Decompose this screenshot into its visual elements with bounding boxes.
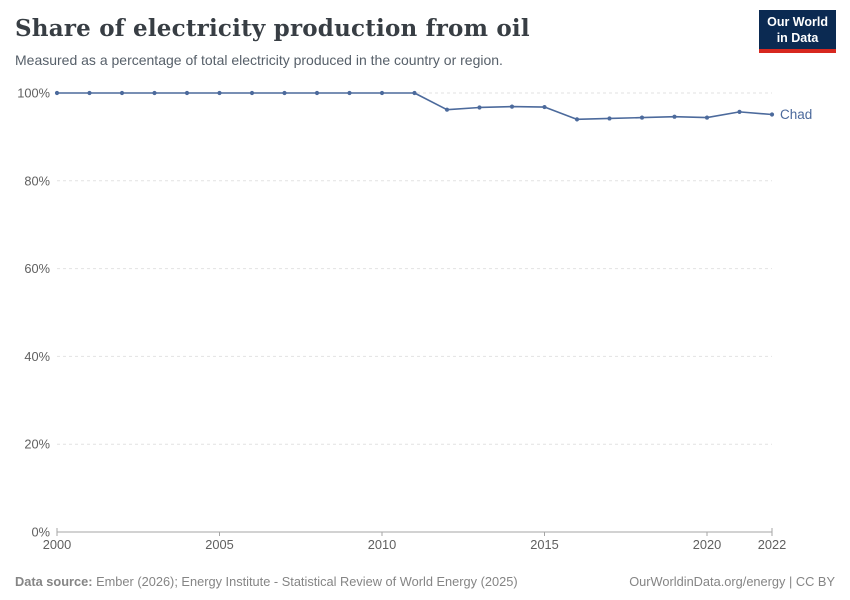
chart-subtitle: Measured as a percentage of total electr… (15, 52, 503, 68)
data-point[interactable] (574, 117, 580, 122)
x-tick-label: 2015 (530, 537, 558, 552)
data-point[interactable] (412, 90, 417, 96)
data-point[interactable] (542, 104, 547, 110)
owid-logo-line1: Our World (767, 15, 828, 29)
x-tick-label: 2005 (205, 537, 233, 552)
data-point[interactable] (217, 90, 222, 96)
chart-footer: Data source: Ember (2026); Energy Instit… (15, 574, 835, 589)
data-point[interactable] (314, 90, 320, 96)
y-tick-label: 40% (24, 349, 50, 364)
data-point[interactable] (184, 90, 190, 96)
data-point[interactable] (639, 115, 645, 120)
data-point[interactable] (379, 90, 385, 96)
x-tick-label: 2000 (43, 537, 71, 552)
data-point[interactable] (737, 109, 742, 114)
page-title: Share of electricity production from oil (15, 15, 530, 42)
line-chart[interactable]: 0% 20% 40% 60% 80% 100% 2000 2005 2010 2015 2020 20… (0, 0, 850, 560)
data-point[interactable] (509, 104, 515, 109)
data-point[interactable] (672, 114, 677, 119)
y-tick-label: 20% (24, 437, 50, 452)
x-tick-label: 2010 (368, 537, 396, 552)
owid-logo[interactable]: Our World in Data (759, 10, 836, 54)
data-point[interactable] (444, 107, 450, 112)
y-tick-label: 0% (32, 525, 51, 540)
x-tick-label: 2020 (693, 537, 721, 552)
data-point[interactable] (607, 116, 612, 121)
data-point[interactable] (54, 90, 60, 96)
y-tick-label: 60% (24, 261, 50, 276)
data-point[interactable] (347, 90, 352, 96)
data-line[interactable] (57, 92, 773, 121)
credit-link[interactable]: OurWorldinData.org/energy | CC BY (629, 574, 835, 589)
data-point[interactable] (477, 105, 482, 110)
owid-logo-line2: in Data (776, 30, 819, 45)
data-point[interactable] (119, 90, 125, 96)
data-point[interactable] (152, 90, 157, 96)
data-point[interactable] (87, 90, 92, 96)
x-tick-label: 2022 (758, 537, 786, 552)
y-tick-label: 100% (17, 86, 50, 101)
y-tick-label: 80% (24, 173, 50, 188)
data-point[interactable] (769, 112, 775, 117)
data-point[interactable] (704, 115, 710, 120)
data-point[interactable] (282, 90, 287, 96)
data-source-label: Data source: (15, 574, 93, 589)
data-point[interactable] (249, 90, 255, 96)
series-end-label[interactable]: Chad (780, 107, 812, 122)
data-source-text: Ember (2026); Energy Institute - Statist… (92, 574, 518, 589)
data-source: Data source: Ember (2026); Energy Instit… (15, 574, 518, 589)
